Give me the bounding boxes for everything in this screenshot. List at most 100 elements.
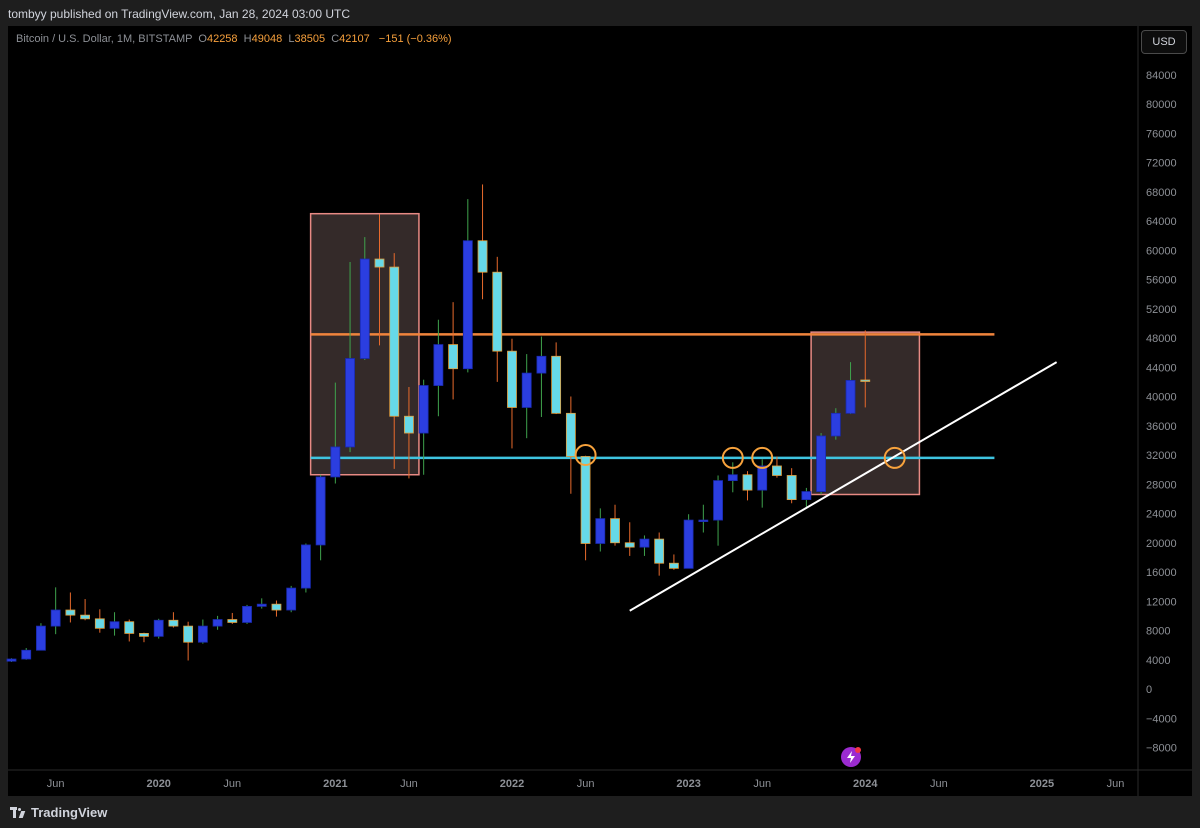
currency-button[interactable]: USD: [1141, 30, 1187, 54]
candle-body: [845, 380, 856, 414]
candle-body: [271, 603, 282, 611]
y-tick-label: 80000: [1146, 99, 1177, 111]
publish-text: tombyy published on TradingView.com, Jan…: [8, 7, 350, 21]
candle-body: [389, 266, 400, 417]
candle-body: [6, 658, 17, 662]
y-tick-label: 36000: [1146, 421, 1177, 433]
chart-frame[interactable]: [8, 26, 1192, 796]
candle-body: [256, 603, 267, 607]
candle-body: [36, 625, 46, 651]
symbol-info: Bitcoin / U.S. Dollar, 1M, BITSTAMP O422…: [16, 33, 452, 45]
candle-body: [624, 542, 635, 548]
y-tick-label: 48000: [1146, 333, 1177, 345]
annotation-front-layer: [574, 361, 1058, 767]
x-tick-label: 2023: [676, 778, 700, 790]
close-key: C: [331, 33, 340, 45]
y-tick-label: 0: [1146, 684, 1152, 696]
publish-bar: tombyy published on TradingView.com, Jan…: [0, 0, 1200, 26]
highlight-circle: [574, 444, 597, 466]
high-value: 49048: [251, 33, 283, 45]
candle-body: [124, 621, 135, 634]
y-tick-label: 56000: [1146, 275, 1177, 287]
x-tick-label: Jun: [930, 778, 948, 790]
y-tick-label: 16000: [1146, 567, 1177, 579]
candle-body: [168, 619, 179, 627]
notification-dot: [855, 747, 861, 753]
highlight-circle: [883, 446, 906, 469]
candle-body: [300, 544, 311, 589]
candle-body: [610, 518, 620, 544]
y-tick-label: 52000: [1146, 304, 1177, 316]
candle-body: [801, 491, 812, 501]
y-tick-label: 84000: [1146, 70, 1177, 82]
footer-bar: [0, 796, 1200, 828]
y-tick-label: 60000: [1146, 245, 1177, 257]
candle-body: [860, 379, 871, 382]
y-tick-label: −8000: [1146, 743, 1177, 755]
change-value: −151 (−0.36%): [378, 33, 452, 45]
candle-body: [227, 619, 238, 623]
candle-body: [94, 618, 105, 629]
candle-body: [286, 587, 297, 611]
x-tick-label: Jun: [1107, 778, 1125, 790]
candle-body: [153, 619, 164, 637]
candle-body: [183, 625, 194, 643]
candle-body: [315, 476, 326, 546]
x-tick-label: 2025: [1030, 778, 1054, 790]
y-tick-label: 20000: [1146, 538, 1177, 550]
candle-body: [374, 258, 385, 268]
tradingview-brand: TradingView: [31, 805, 108, 820]
candle-body: [330, 446, 341, 478]
candle-body: [772, 465, 782, 476]
candle-body: [639, 538, 650, 548]
axes-layer: −8000 −4000 0 4000 8000 12000 16000 20000 24000 2…: [8, 26, 1192, 796]
candles-layer: [6, 184, 871, 662]
candle-body: [345, 358, 355, 448]
y-tick-label: 24000: [1146, 509, 1177, 521]
candle-body: [197, 625, 208, 643]
y-tick-label: 68000: [1146, 187, 1177, 199]
symbol-name: Bitcoin / U.S. Dollar, 1M, BITSTAMP: [16, 33, 193, 45]
candle-body: [683, 519, 694, 569]
candle-body: [669, 562, 679, 569]
candle-body: [830, 412, 841, 437]
candle-body: [551, 355, 562, 414]
x-tick-label: Jun: [753, 778, 771, 790]
candle-body: [595, 518, 606, 544]
y-tick-label: 8000: [1146, 626, 1170, 638]
low-key: L: [288, 33, 295, 45]
lightning-bolt: [847, 751, 855, 763]
tradingview-logo[interactable]: TradingView: [10, 805, 107, 820]
candle-body: [359, 258, 370, 359]
y-tick-label: 40000: [1146, 392, 1177, 404]
y-tick-label: 12000: [1146, 596, 1177, 608]
y-tick-label: −4000: [1146, 713, 1177, 725]
x-tick-label: Jun: [577, 778, 595, 790]
x-tick-label: 2022: [500, 778, 524, 790]
candle-body: [462, 240, 473, 370]
y-tick-label: 72000: [1146, 158, 1177, 170]
y-tick-label: 64000: [1146, 216, 1177, 228]
candle-body: [50, 609, 61, 627]
candle-body: [757, 465, 768, 491]
candle-body: [580, 456, 591, 544]
candle-body: [65, 609, 76, 616]
x-tick-label: 2021: [323, 778, 347, 790]
x-tick-label: Jun: [223, 778, 241, 790]
y-tick-label: 28000: [1146, 479, 1177, 491]
annotation-back-layer: [309, 212, 995, 496]
low-value: 38505: [294, 33, 326, 45]
x-tick-label: Jun: [400, 778, 418, 790]
y-tick-label: 76000: [1146, 128, 1177, 140]
y-tick-label: 32000: [1146, 450, 1177, 462]
trendline: [629, 361, 1058, 612]
highlight-circle: [751, 446, 774, 469]
candle-body: [727, 474, 738, 481]
candle-body: [654, 538, 665, 564]
candle-body: [477, 240, 488, 273]
x-tick-label: Jun: [47, 778, 65, 790]
candle-body: [448, 344, 459, 370]
open-key: O: [198, 33, 207, 45]
candle-body: [816, 435, 826, 492]
